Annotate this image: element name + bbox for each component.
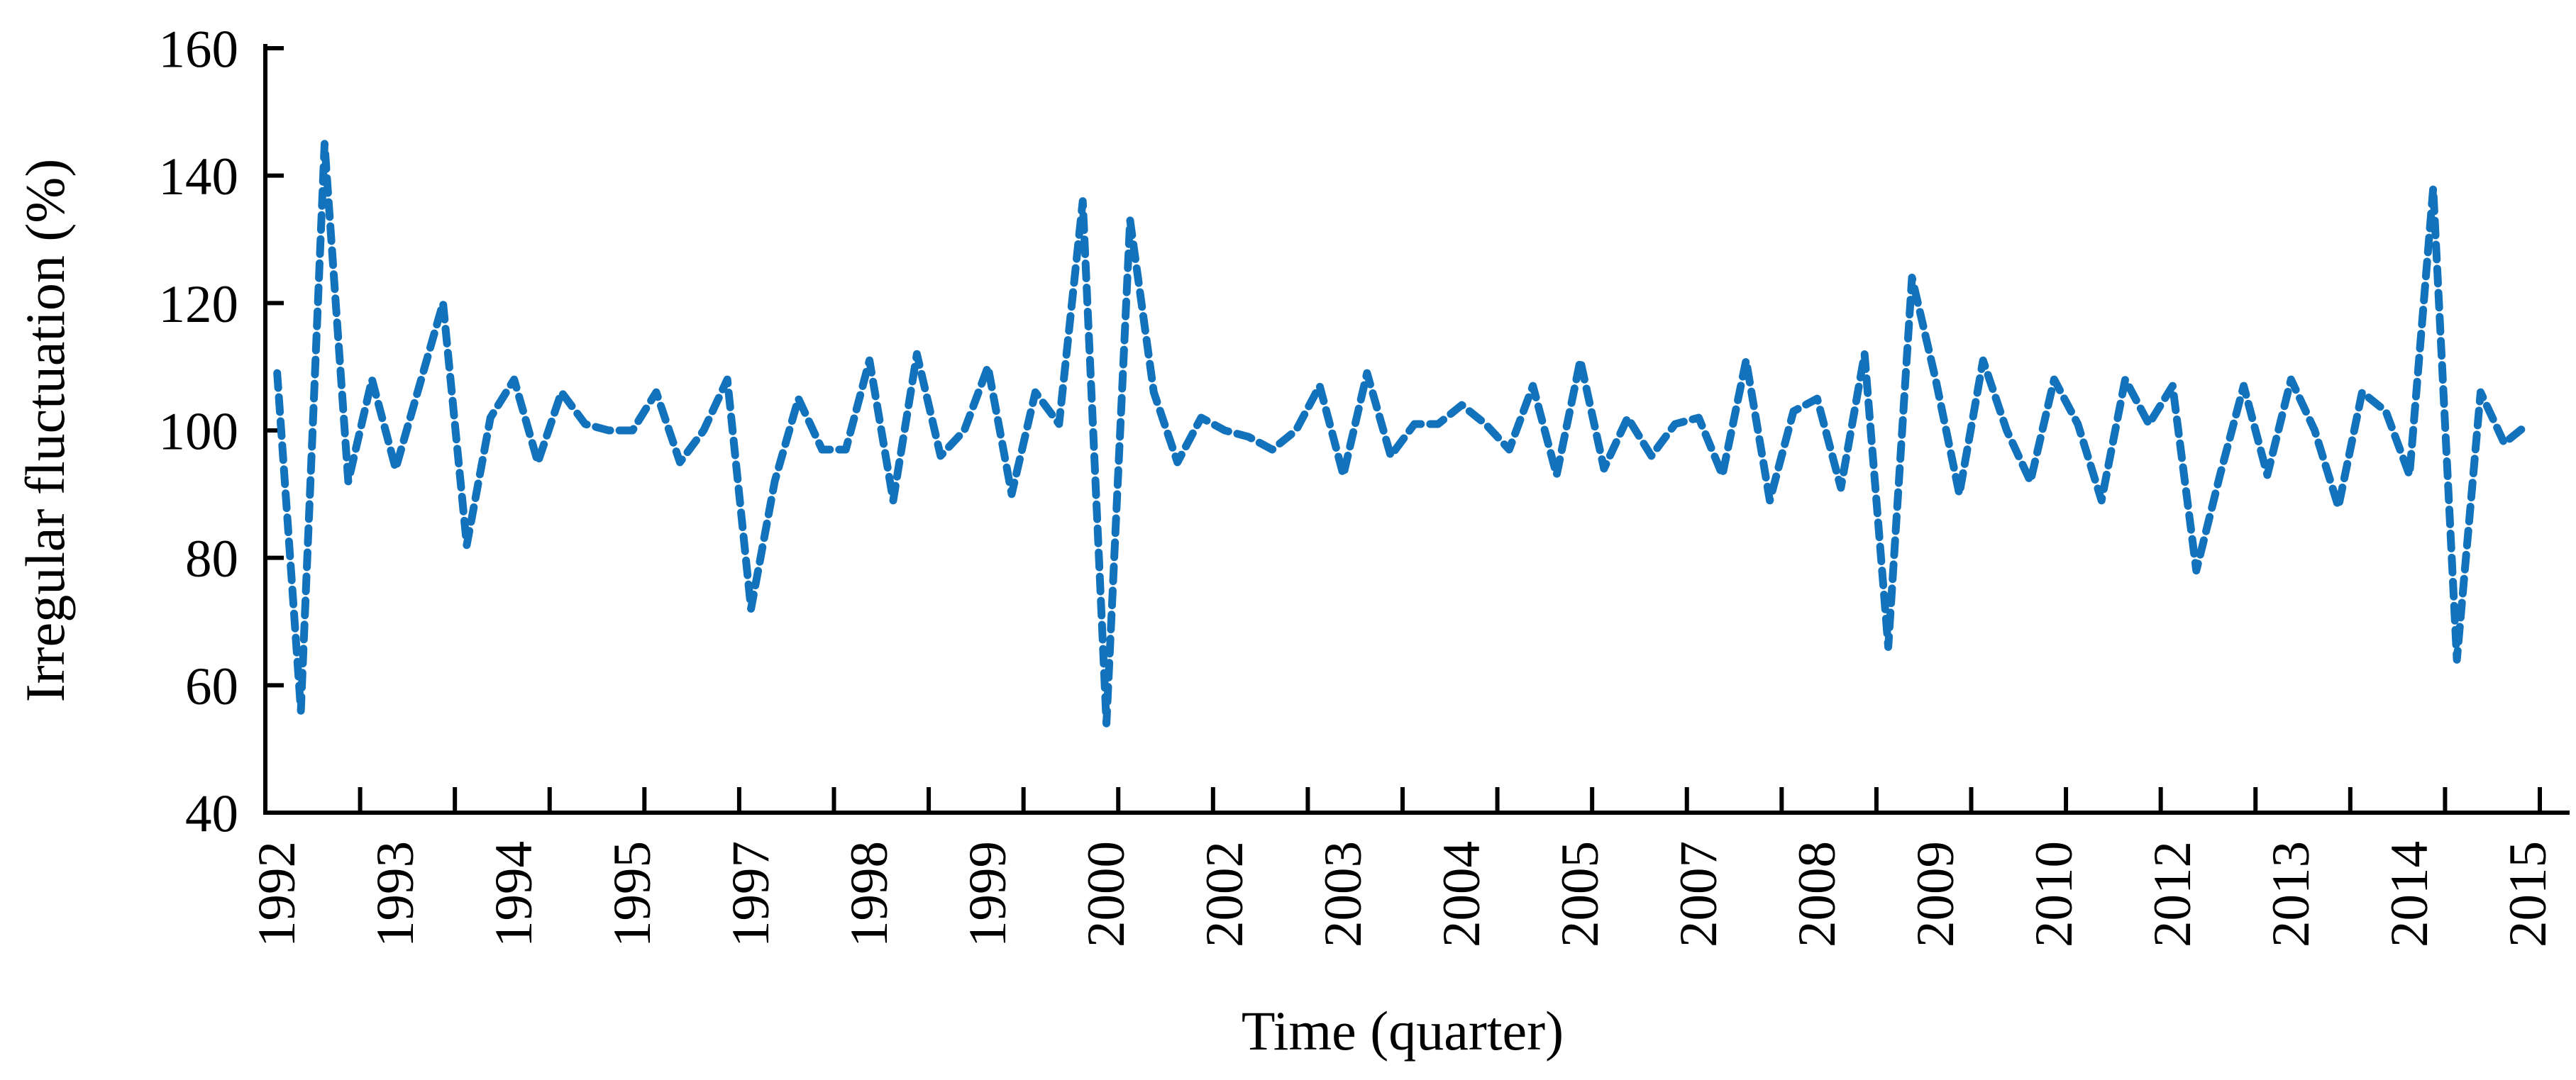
x-tick-label: 2010 bbox=[2025, 841, 2084, 947]
y-tick-label: 80 bbox=[185, 530, 238, 589]
y-tick-label: 40 bbox=[185, 785, 238, 844]
y-tick-label: 60 bbox=[185, 657, 238, 716]
x-tick-label: 2005 bbox=[1551, 841, 1610, 947]
x-tick-label: 2000 bbox=[1077, 841, 1136, 947]
x-tick-label: 2012 bbox=[2143, 841, 2202, 947]
y-tick-label: 100 bbox=[159, 403, 239, 462]
x-tick-label: 2008 bbox=[1788, 841, 1847, 947]
y-tick-label: 120 bbox=[159, 275, 239, 334]
x-tick-label: 1997 bbox=[722, 841, 780, 947]
y-tick-label: 160 bbox=[159, 21, 239, 79]
x-tick-label: 1995 bbox=[603, 841, 662, 947]
x-tick-label: 2002 bbox=[1195, 841, 1254, 947]
y-tick-label: 140 bbox=[159, 147, 239, 206]
x-tick-label: 1993 bbox=[366, 841, 425, 947]
x-axis-title: Time (quarter) bbox=[1242, 1000, 1564, 1062]
x-tick-label: 2009 bbox=[1906, 841, 1965, 947]
series-line bbox=[273, 140, 2532, 728]
x-tick-label: 2004 bbox=[1432, 841, 1491, 947]
x-tick-label: 1999 bbox=[958, 841, 1017, 947]
x-tick-label: 1998 bbox=[840, 841, 899, 947]
x-tick-label: 1994 bbox=[485, 841, 543, 947]
x-tick-label: 2014 bbox=[2380, 841, 2439, 947]
x-tick-label: 2015 bbox=[2499, 841, 2558, 947]
axes-layer bbox=[263, 44, 2570, 815]
x-tick-label: 2007 bbox=[1669, 841, 1728, 947]
x-tick-label: 2013 bbox=[2262, 841, 2321, 947]
y-axis-title: Irregular fluctuation (%) bbox=[14, 159, 76, 703]
tick-labels-layer: 40 60 80 100 120 140 160 1992 1993 1994 1995 1997 19… bbox=[159, 21, 2558, 948]
x-tick-label: 2003 bbox=[1314, 841, 1373, 947]
x-tick-label: 1992 bbox=[248, 841, 306, 947]
